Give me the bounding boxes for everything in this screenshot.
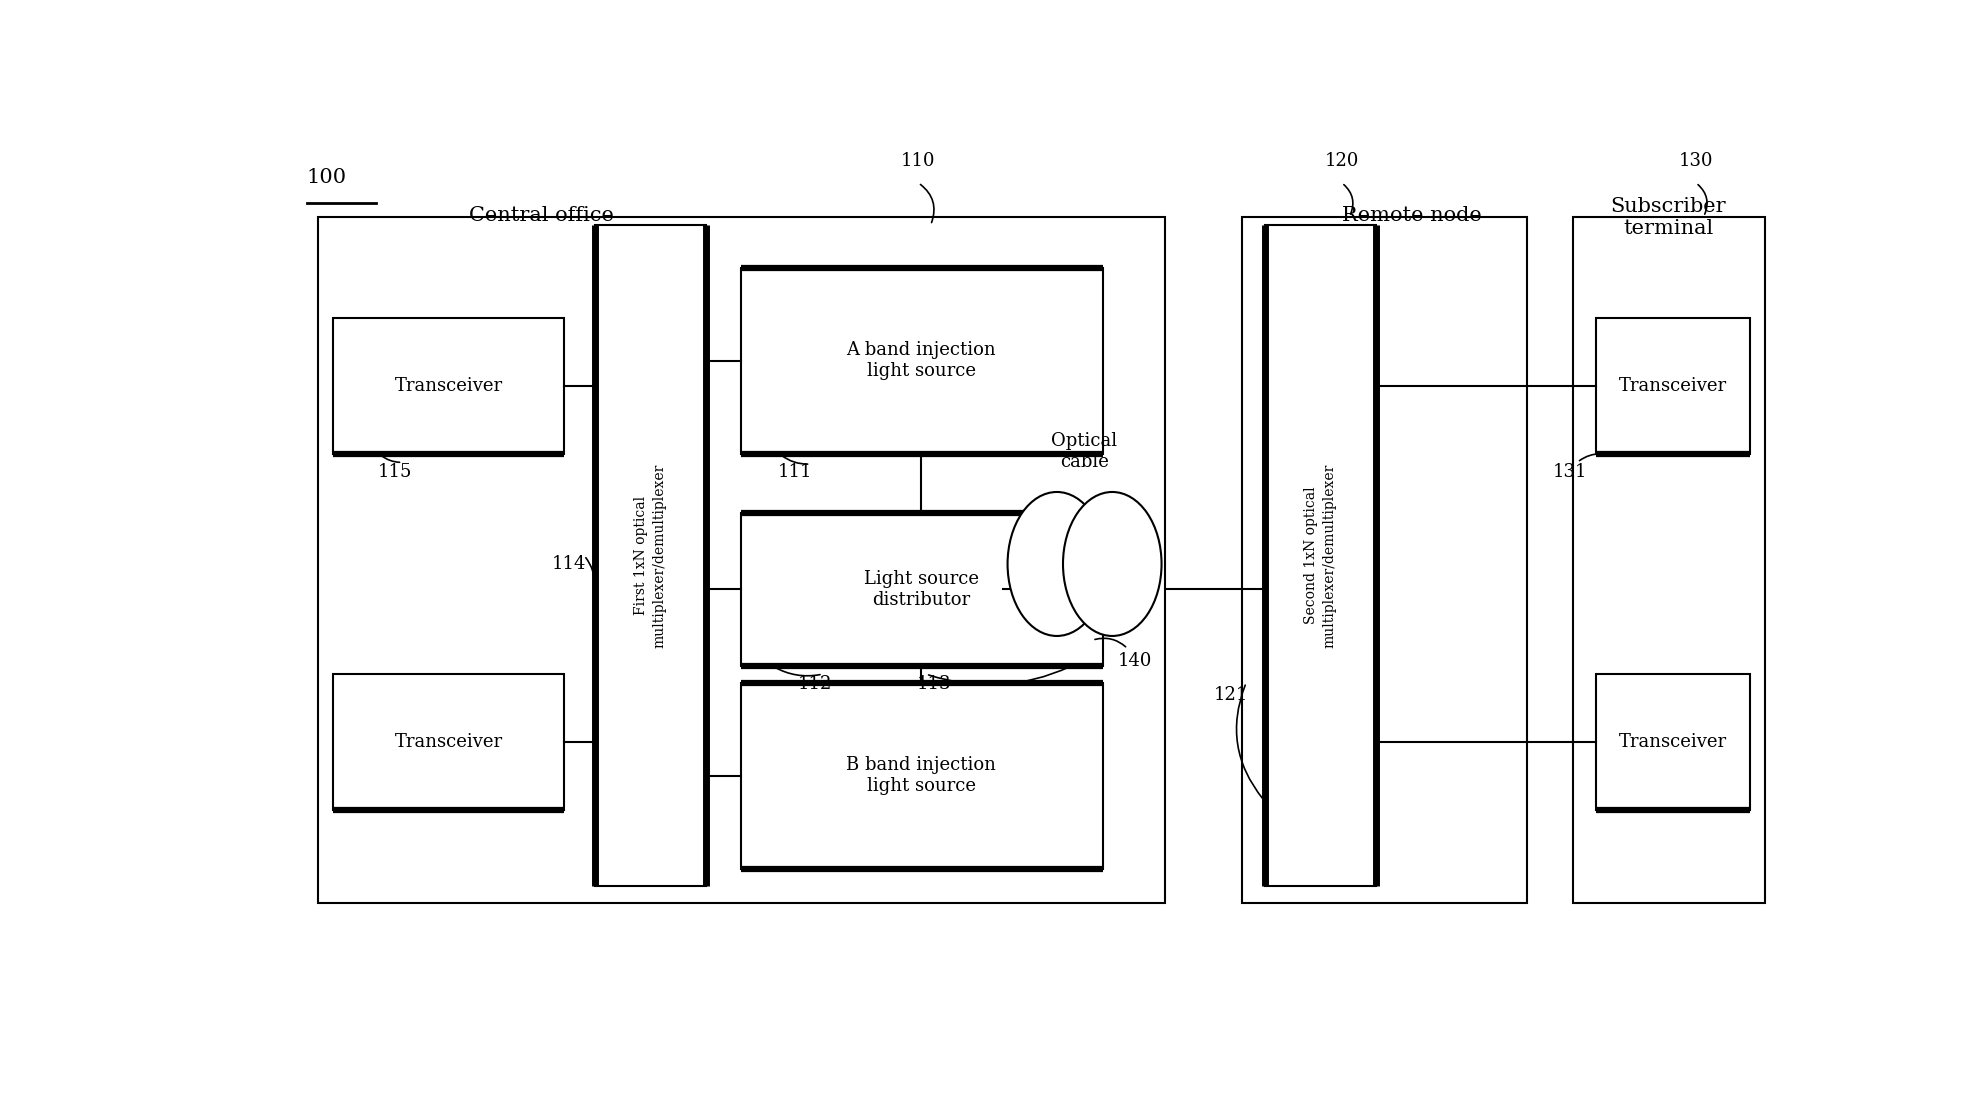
Text: Optical
cable: Optical cable bbox=[1051, 432, 1117, 471]
Text: Transceiver: Transceiver bbox=[395, 377, 503, 395]
Bar bbox=[741, 513, 1103, 666]
Bar bbox=[1574, 217, 1764, 903]
Bar bbox=[1264, 226, 1375, 886]
Text: First 1xN optical
multiplexer/demultiplexer: First 1xN optical multiplexer/demultiple… bbox=[634, 463, 666, 648]
Text: 113: 113 bbox=[916, 675, 952, 693]
Text: 111: 111 bbox=[777, 463, 813, 482]
Text: 114: 114 bbox=[552, 556, 586, 573]
Text: 100: 100 bbox=[306, 168, 348, 187]
Text: Subscriber
terminal: Subscriber terminal bbox=[1609, 197, 1727, 238]
Text: 130: 130 bbox=[1679, 152, 1713, 170]
Text: Light source
distributor: Light source distributor bbox=[864, 570, 980, 608]
Bar bbox=[334, 674, 564, 810]
Ellipse shape bbox=[1007, 492, 1107, 636]
Text: 140: 140 bbox=[1119, 652, 1152, 670]
Bar bbox=[334, 318, 564, 454]
Bar bbox=[741, 267, 1103, 454]
Text: Transceiver: Transceiver bbox=[1619, 733, 1727, 751]
Text: 115: 115 bbox=[378, 463, 411, 482]
Ellipse shape bbox=[1063, 492, 1162, 636]
Text: Second 1xN optical
multiplexer/demultiplexer: Second 1xN optical multiplexer/demultipl… bbox=[1303, 463, 1337, 648]
Text: Transceiver: Transceiver bbox=[1619, 377, 1727, 395]
Bar bbox=[594, 226, 705, 886]
Bar bbox=[1596, 318, 1751, 454]
Text: Transceiver: Transceiver bbox=[395, 733, 503, 751]
Bar bbox=[1596, 674, 1751, 810]
Text: Remote node: Remote node bbox=[1341, 206, 1482, 225]
Bar bbox=[318, 217, 1164, 903]
Text: 110: 110 bbox=[900, 152, 936, 170]
Text: B band injection
light source: B band injection light source bbox=[846, 757, 995, 795]
Text: 120: 120 bbox=[1325, 152, 1359, 170]
Bar bbox=[741, 682, 1103, 869]
Text: 112: 112 bbox=[799, 675, 833, 693]
Bar bbox=[1242, 217, 1526, 903]
Text: 121: 121 bbox=[1214, 686, 1248, 704]
Text: A band injection
light source: A band injection light source bbox=[846, 341, 995, 381]
Text: 131: 131 bbox=[1552, 463, 1588, 482]
Text: Central office: Central office bbox=[469, 206, 614, 225]
